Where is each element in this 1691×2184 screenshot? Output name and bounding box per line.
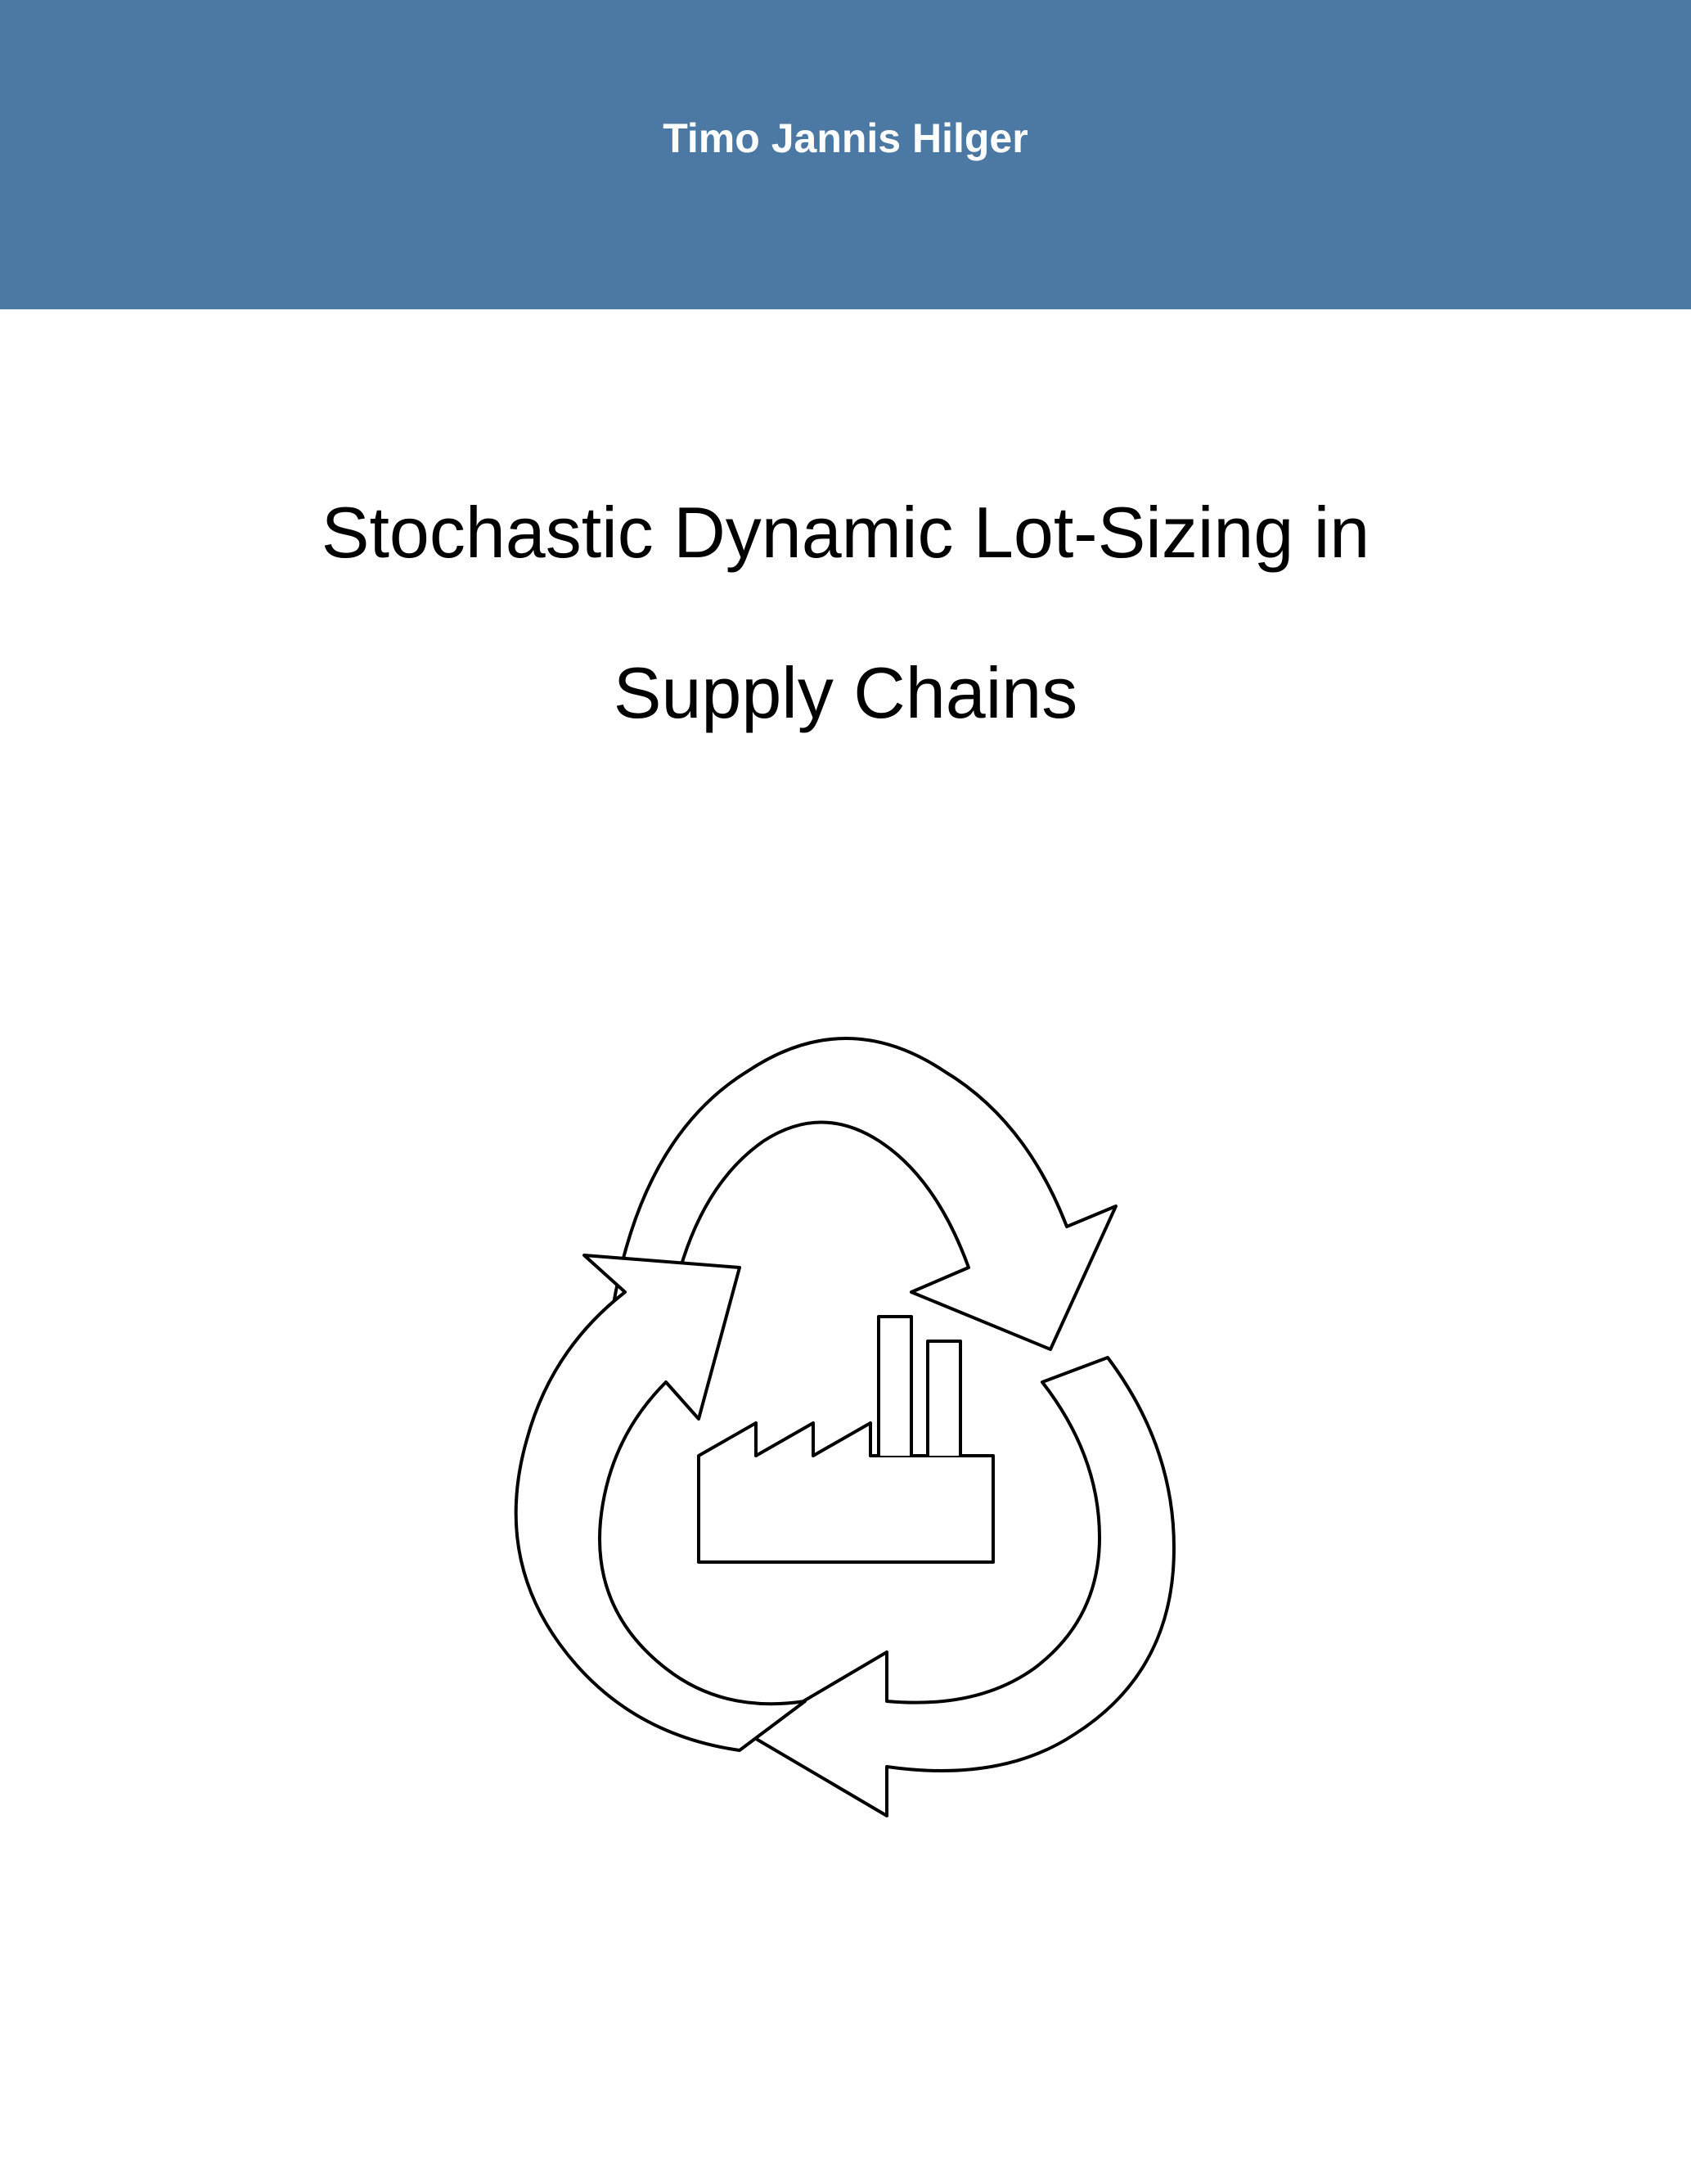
author-name: Timo Jannis Hilger	[0, 115, 1691, 162]
recycle-factory-icon	[396, 965, 1296, 1865]
title-line-1: Stochastic Dynamic Lot-Sizing in	[0, 489, 1691, 576]
title-line-2: Supply Chains	[0, 650, 1691, 736]
cover-page: Timo Jannis Hilger Stochastic Dynamic Lo…	[0, 0, 1691, 2184]
title-block: Stochastic Dynamic Lot-Sizing in Supply …	[0, 489, 1691, 736]
header-band: Timo Jannis Hilger	[0, 0, 1691, 309]
cover-figure	[0, 965, 1691, 1869]
